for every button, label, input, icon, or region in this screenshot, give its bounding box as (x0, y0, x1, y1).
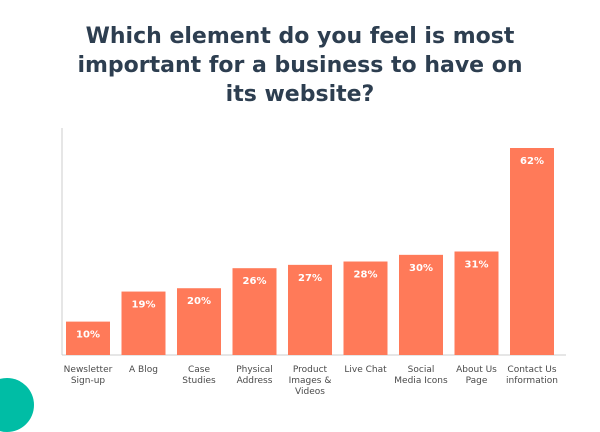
bars-layer (66, 148, 554, 355)
category-label-8: About Us Page (456, 365, 497, 386)
data-label-9: 62% (520, 156, 544, 167)
category-label-5: Product Images & Videos (289, 365, 332, 397)
category-label-2: A Blog (129, 365, 158, 375)
category-label-1: Newsletter Sign-up (64, 365, 113, 386)
category-label-9: Contact Us information (506, 365, 558, 386)
category-label-4: Physical Address (236, 365, 273, 386)
category-labels-layer: Newsletter Sign-up A Blog Case Studies Physic… (64, 365, 558, 397)
bar-9 (510, 148, 554, 355)
chart-title: Which element do you feel is most import… (77, 24, 523, 107)
bar-3 (177, 288, 221, 355)
data-label-6: 28% (354, 270, 378, 281)
bar-4 (232, 268, 277, 355)
category-label-3: Case Studies (182, 365, 216, 386)
bar-7 (399, 254, 443, 355)
data-label-7: 30% (409, 263, 433, 274)
bar-2 (121, 291, 166, 355)
data-label-2: 19% (132, 300, 156, 311)
category-label-7: Social Media Icons (394, 365, 448, 386)
bar-chart: 10% 19% 20% 26% 27% 28% 30% 31% 62% Newsletter Si… (61, 128, 566, 397)
data-label-8: 31% (465, 260, 489, 271)
bar-5 (288, 264, 332, 355)
data-label-5: 27% (298, 273, 322, 284)
bar-6 (343, 261, 388, 355)
data-label-1: 10% (76, 330, 100, 341)
labels-layer: 10% 19% 20% 26% 27% 28% 30% 31% 62% (76, 156, 544, 341)
data-label-3: 20% (187, 296, 211, 307)
bar-1 (66, 321, 110, 355)
category-label-6: Live Chat (344, 365, 387, 375)
bar-8 (454, 251, 499, 355)
data-label-4: 26% (243, 276, 267, 287)
